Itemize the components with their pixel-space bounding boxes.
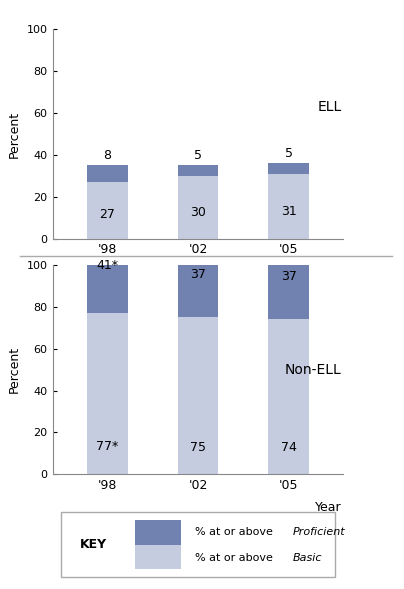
Bar	[268, 242, 309, 319]
Bar	[135, 520, 181, 545]
Text: 37: 37	[190, 268, 206, 282]
Text: % at or above: % at or above	[195, 527, 277, 537]
Text: Year: Year	[315, 501, 342, 514]
Text: ELL: ELL	[317, 100, 342, 114]
Bar	[177, 176, 219, 239]
Bar	[86, 227, 128, 313]
Text: 75: 75	[190, 441, 206, 454]
Text: Year: Year	[315, 266, 342, 279]
Text: 5: 5	[194, 149, 202, 162]
Bar	[86, 182, 128, 239]
Y-axis label: Percent: Percent	[8, 110, 21, 158]
Text: % at or above: % at or above	[195, 553, 277, 562]
Bar	[177, 240, 219, 317]
Bar	[268, 163, 309, 174]
Bar	[177, 166, 219, 176]
Text: 30: 30	[190, 206, 206, 219]
Text: 37: 37	[281, 270, 297, 283]
Text: Proficient: Proficient	[293, 527, 345, 537]
Text: 77*: 77*	[96, 440, 118, 453]
Text: 8: 8	[103, 149, 111, 162]
Text: 5: 5	[285, 147, 293, 160]
Text: Non-ELL: Non-ELL	[285, 363, 342, 376]
Text: 31: 31	[281, 205, 297, 218]
Text: KEY: KEY	[80, 538, 107, 551]
Text: 27: 27	[99, 209, 115, 221]
Y-axis label: Percent: Percent	[8, 346, 21, 393]
Bar	[86, 166, 128, 182]
Bar	[177, 317, 219, 474]
Bar	[135, 520, 181, 570]
Text: Basic: Basic	[293, 553, 322, 562]
Text: 41*: 41*	[96, 260, 118, 273]
Bar	[86, 313, 128, 474]
Text: 74: 74	[281, 441, 297, 454]
Bar	[268, 174, 309, 239]
Bar	[268, 319, 309, 474]
